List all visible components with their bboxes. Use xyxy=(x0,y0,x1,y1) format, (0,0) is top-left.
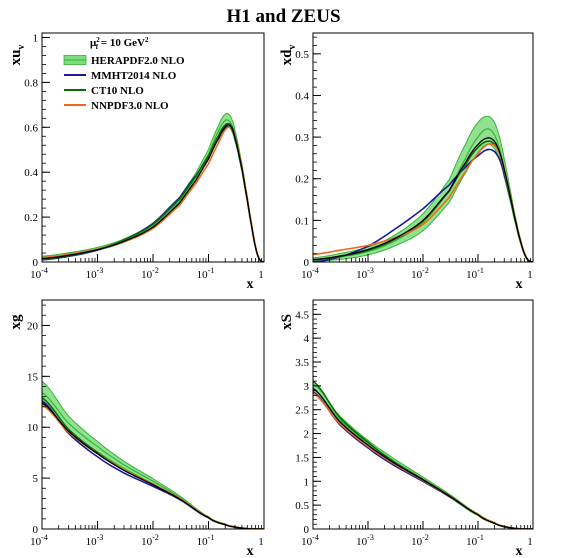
x-tick-label: 1 xyxy=(258,269,264,281)
herapdf-band-edge-upper xyxy=(313,383,533,529)
herapdf-band-edge-upper xyxy=(313,115,533,262)
y-tick-label: 1.5 xyxy=(295,452,309,464)
y-tick-label: 3 xyxy=(304,381,310,393)
y-tick-label: 0 xyxy=(33,257,39,269)
herapdf-band-edge-upper xyxy=(42,381,264,529)
plot-area xyxy=(42,113,264,262)
herapdf-band xyxy=(313,383,533,529)
x-tick-label: 10-1 xyxy=(197,266,215,281)
y-axis-label: xdv xyxy=(279,45,298,66)
y-tick-label: 0.2 xyxy=(295,174,309,186)
y-tick-label: 15 xyxy=(27,371,39,383)
x-tick-label: 1 xyxy=(527,536,533,548)
y-tick-label: 0.4 xyxy=(24,167,38,179)
x-tick-label: 10-1 xyxy=(197,533,215,548)
series-mmht-line xyxy=(42,126,264,262)
herapdf-central-line xyxy=(313,128,533,262)
y-axis-label: xg xyxy=(8,314,24,330)
y-tick-label: 4.5 xyxy=(295,309,309,321)
legend: μ2 f = 10 GeV2 HERAPDF2.0 NLO MMHT2014 NLO C… xyxy=(63,36,185,112)
y-tick-label: 0 xyxy=(304,524,310,536)
legend-label: MMHT2014 NLO xyxy=(91,70,177,82)
herapdf-band-edge-lower xyxy=(42,126,264,262)
x-tick-label: 10-4 xyxy=(301,266,319,281)
x-axis-label: x xyxy=(516,544,523,558)
x-axis-label: x xyxy=(516,277,523,292)
x-axis-label: x xyxy=(247,544,254,558)
y-tick-label: 0.5 xyxy=(295,49,309,61)
x-tick-label: 10-2 xyxy=(141,266,159,281)
y-tick-label: 0.6 xyxy=(24,122,38,134)
plot-frame xyxy=(41,299,265,530)
y-tick-label: 0.1 xyxy=(295,215,309,227)
legend-label: NNPDF3.0 NLO xyxy=(91,100,169,112)
series-ct10-line xyxy=(42,122,264,262)
legend-scale-label: μ2 f = 10 GeV2 xyxy=(90,36,149,51)
x-tick-label: 10-2 xyxy=(141,533,159,548)
plot-frame xyxy=(312,299,534,530)
series-mmht-line xyxy=(42,400,264,529)
series-mmht-line xyxy=(313,390,533,529)
figure-title: H1 and ZEUS xyxy=(226,6,341,27)
y-tick-label: 0 xyxy=(33,524,39,536)
y-tick-label: 1 xyxy=(33,32,39,44)
x-tick-label: 10-3 xyxy=(86,266,104,281)
y-tick-label: 0.4 xyxy=(295,90,309,102)
series-central-line xyxy=(42,124,264,262)
x-tick-label: 10-4 xyxy=(301,533,319,548)
panel-xdv: 0 0.1 0.2 0.3 0.4 0.5 10-4 10-3 10-2 10-1 1x xdv xyxy=(279,32,534,292)
herapdf-band xyxy=(42,113,264,262)
y-tick-label: 2.5 xyxy=(295,405,309,417)
herapdf-central-line xyxy=(42,392,264,529)
panel-xg: 0 5 10 15 20 10-4 10-3 10-2 10-1 1x xg xyxy=(8,299,265,558)
herapdf-band-edge-upper xyxy=(42,113,264,262)
y-tick-label: 3.5 xyxy=(295,357,309,369)
herapdf-central-line xyxy=(42,119,264,262)
herapdf-band xyxy=(42,381,264,529)
y-axis-label: xuv xyxy=(8,45,27,66)
herapdf-central-line xyxy=(313,387,533,529)
series-ct10-line xyxy=(42,397,264,529)
x-tick-label: 10-1 xyxy=(466,266,484,281)
series-mmht-line xyxy=(313,148,533,262)
y-tick-label: 0.8 xyxy=(24,77,38,89)
herapdf-band-edge-lower xyxy=(313,392,533,529)
y-axis-label: xS xyxy=(279,314,295,330)
y-tick-label: 5 xyxy=(33,473,39,485)
x-tick-label: 10-2 xyxy=(411,266,429,281)
y-tick-label: 2 xyxy=(304,429,310,441)
legend-label: CT10 NLO xyxy=(91,85,144,97)
y-tick-label: 1 xyxy=(304,476,310,488)
y-tick-label: 10 xyxy=(27,422,39,434)
series-central-line xyxy=(42,402,264,529)
x-tick-label: 10-4 xyxy=(30,533,48,548)
x-axis-label: x xyxy=(247,277,254,292)
plot-area xyxy=(42,381,264,529)
y-tick-label: 4 xyxy=(304,333,310,345)
x-tick-label: 1 xyxy=(258,536,264,548)
legend-label: HERAPDF2.0 NLO xyxy=(91,55,185,67)
y-tick-label: 20 xyxy=(27,320,39,332)
plot-area xyxy=(313,380,533,529)
plot-area xyxy=(313,115,533,262)
y-tick-label: 0 xyxy=(304,257,310,269)
series-central-line xyxy=(313,137,533,262)
x-tick-label: 1 xyxy=(527,269,533,281)
x-tick-label: 10-3 xyxy=(356,533,374,548)
x-tick-label: 10-2 xyxy=(411,533,429,548)
series-nnpdf-line xyxy=(42,126,264,262)
x-tick-label: 10-1 xyxy=(466,533,484,548)
y-tick-label: 0.3 xyxy=(295,132,309,144)
series-ct10-line xyxy=(313,380,533,529)
y-tick-label: 0.2 xyxy=(24,212,38,224)
y-tick-label: 0.5 xyxy=(295,500,309,512)
series-central-line xyxy=(313,387,533,529)
x-tick-label: 10-3 xyxy=(86,533,104,548)
series-nnpdf-line xyxy=(313,392,533,529)
x-tick-label: 10-4 xyxy=(30,266,48,281)
x-tick-label: 10-3 xyxy=(356,266,374,281)
